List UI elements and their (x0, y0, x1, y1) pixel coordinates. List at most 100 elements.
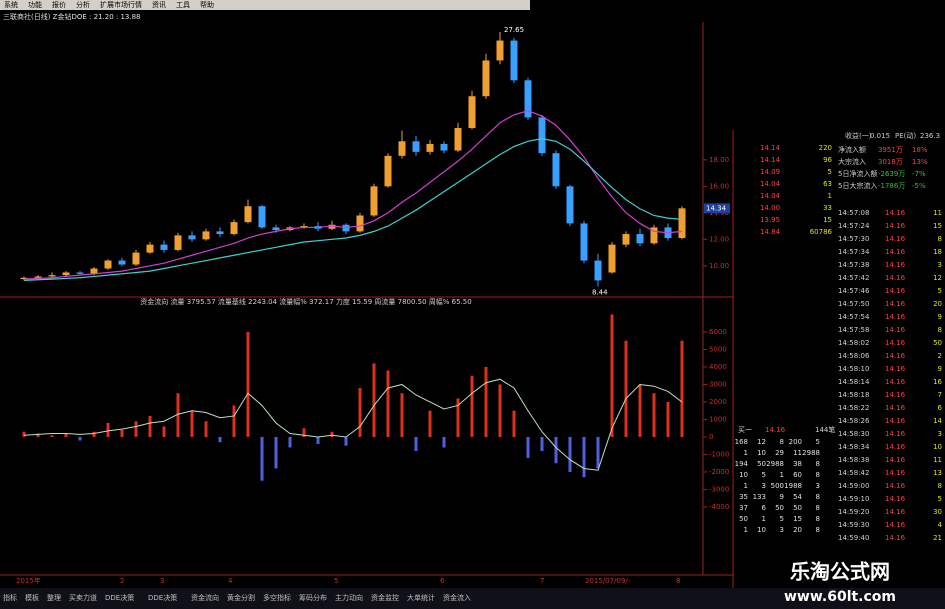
trade-cell: 13 (933, 469, 942, 477)
trade-cell: 14.16 (885, 391, 906, 399)
bid-cell: 9 (780, 493, 784, 501)
flow-bar (652, 393, 656, 437)
footer-tab[interactable]: 买卖力道 (69, 593, 97, 602)
trade-cell: 14:57:34 (838, 248, 870, 256)
bid-cell: 5 (762, 471, 766, 479)
footer-tab[interactable]: 黄金分割 (227, 593, 255, 602)
footer-tab[interactable]: 资金流向 (191, 593, 219, 602)
y-tick-label: 0 (709, 433, 713, 441)
candle-body (440, 143, 448, 151)
trade-cell: 14.16 (885, 534, 906, 542)
flow-bar (50, 435, 54, 437)
bid-header: 买一 (738, 426, 752, 434)
bid-cell: 5 (816, 438, 820, 446)
quote-field: 236.3 (920, 132, 940, 140)
menu-item[interactable]: 资讯 (152, 0, 166, 9)
footer-tab[interactable]: 指标 (3, 593, 17, 602)
order-cell: 14.09 (760, 168, 780, 176)
menu-item[interactable]: 报价 (52, 0, 66, 9)
trade-cell: 8 (938, 235, 942, 243)
flow-bar (120, 429, 124, 437)
menu-item[interactable]: 系统 (4, 0, 18, 9)
bid-cell: 38 (793, 460, 802, 468)
candle-body (622, 234, 630, 245)
trade-cell: 11 (933, 209, 942, 217)
order-cell: 13.95 (760, 216, 780, 224)
y-tick-label: 2000 (709, 398, 727, 406)
candle-body (510, 40, 518, 81)
footer-tab[interactable]: 资金流入 (443, 593, 471, 602)
trade-cell: 14.16 (885, 430, 906, 438)
bid-cell: 5 (780, 515, 784, 523)
bid-cell: 3 (780, 526, 784, 534)
flow-bar (232, 405, 236, 437)
candle-body (468, 96, 476, 129)
date-label: 7 (540, 577, 544, 585)
trade-cell: 14:59:10 (838, 495, 869, 503)
flow-bar (302, 428, 306, 437)
bid-cell: 1988 (784, 482, 802, 490)
menu-item[interactable]: 帮助 (200, 0, 214, 9)
flow-cell: 净流入额 (838, 145, 866, 154)
flow-bar (400, 393, 404, 437)
flow-bar (190, 410, 194, 437)
y-tick-label: -2000 (709, 468, 729, 476)
y-tick-label: -3000 (709, 485, 729, 493)
y-tick-label: 10.00 (709, 262, 729, 270)
bid-cell: 1 (744, 526, 748, 534)
footer-tab[interactable]: 主力动向 (335, 593, 363, 602)
trade-cell: 8 (938, 482, 942, 490)
date-label: 5 (334, 577, 338, 585)
bid-cell: 3 (816, 482, 820, 490)
candle-body (566, 186, 574, 224)
footer-tab[interactable]: 整理 (47, 593, 61, 602)
bid-cell: 500 (771, 482, 784, 490)
flow-bar (526, 436, 530, 458)
bid-cell: 1 (744, 482, 748, 490)
order-cell: 1 (828, 192, 832, 200)
date-label: 8 (676, 577, 680, 585)
menu-item[interactable]: 功能 (28, 0, 42, 9)
candle-body (426, 143, 434, 152)
footer-tab[interactable]: 大单统计 (407, 593, 435, 602)
flow-bar (568, 436, 572, 472)
footer-tab[interactable]: DDE决策 (105, 593, 134, 602)
trade-cell: 14.16 (885, 248, 906, 256)
moving-average (23, 110, 683, 280)
bid-cell: 8 (816, 471, 820, 479)
flow-bar (512, 410, 516, 437)
trade-cell: 14.16 (885, 326, 906, 334)
bid-cell: 1 (762, 515, 766, 523)
candle-body (48, 275, 56, 277)
menu-item[interactable]: 分析 (76, 0, 90, 9)
candle-body (678, 208, 686, 239)
flow-bar (274, 436, 278, 469)
footer-tab[interactable]: 筹码分布 (299, 593, 327, 602)
flow-bar (288, 436, 292, 448)
candle-body (202, 231, 210, 240)
order-cell: 14.14 (760, 156, 781, 164)
trade-cell: 14:59:40 (838, 534, 869, 542)
flow-bar (162, 426, 166, 437)
footer-tab[interactable]: 多空指标 (263, 593, 291, 602)
trade-cell: 14:58:10 (838, 365, 869, 373)
bid-cell: 54 (793, 493, 802, 501)
candle-body (258, 206, 266, 228)
flow-bar (442, 436, 446, 448)
chart-title: 三联商社(日线) Z金钻DOE : 21.20 : 13.88 (3, 12, 141, 21)
flow-bar (148, 415, 152, 437)
footer-tab[interactable]: 模板 (25, 593, 39, 602)
y-tick-label: -1000 (709, 450, 729, 458)
footer-tab[interactable]: 资金监控 (371, 593, 399, 602)
menu-item[interactable]: 扩展市场行情 (100, 0, 142, 9)
trade-cell: 14.16 (885, 261, 906, 269)
footer-tab[interactable]: DDE决策 (148, 593, 177, 602)
bid-cell: 37 (739, 504, 748, 512)
bid-cell: 8 (816, 515, 820, 523)
flow-cell: 5日大宗流入 (838, 181, 877, 190)
trade-cell: 14.16 (885, 482, 906, 490)
flow-cell: -5% (912, 182, 926, 190)
candle-body (636, 234, 644, 244)
menu-item[interactable]: 工具 (176, 1, 190, 9)
